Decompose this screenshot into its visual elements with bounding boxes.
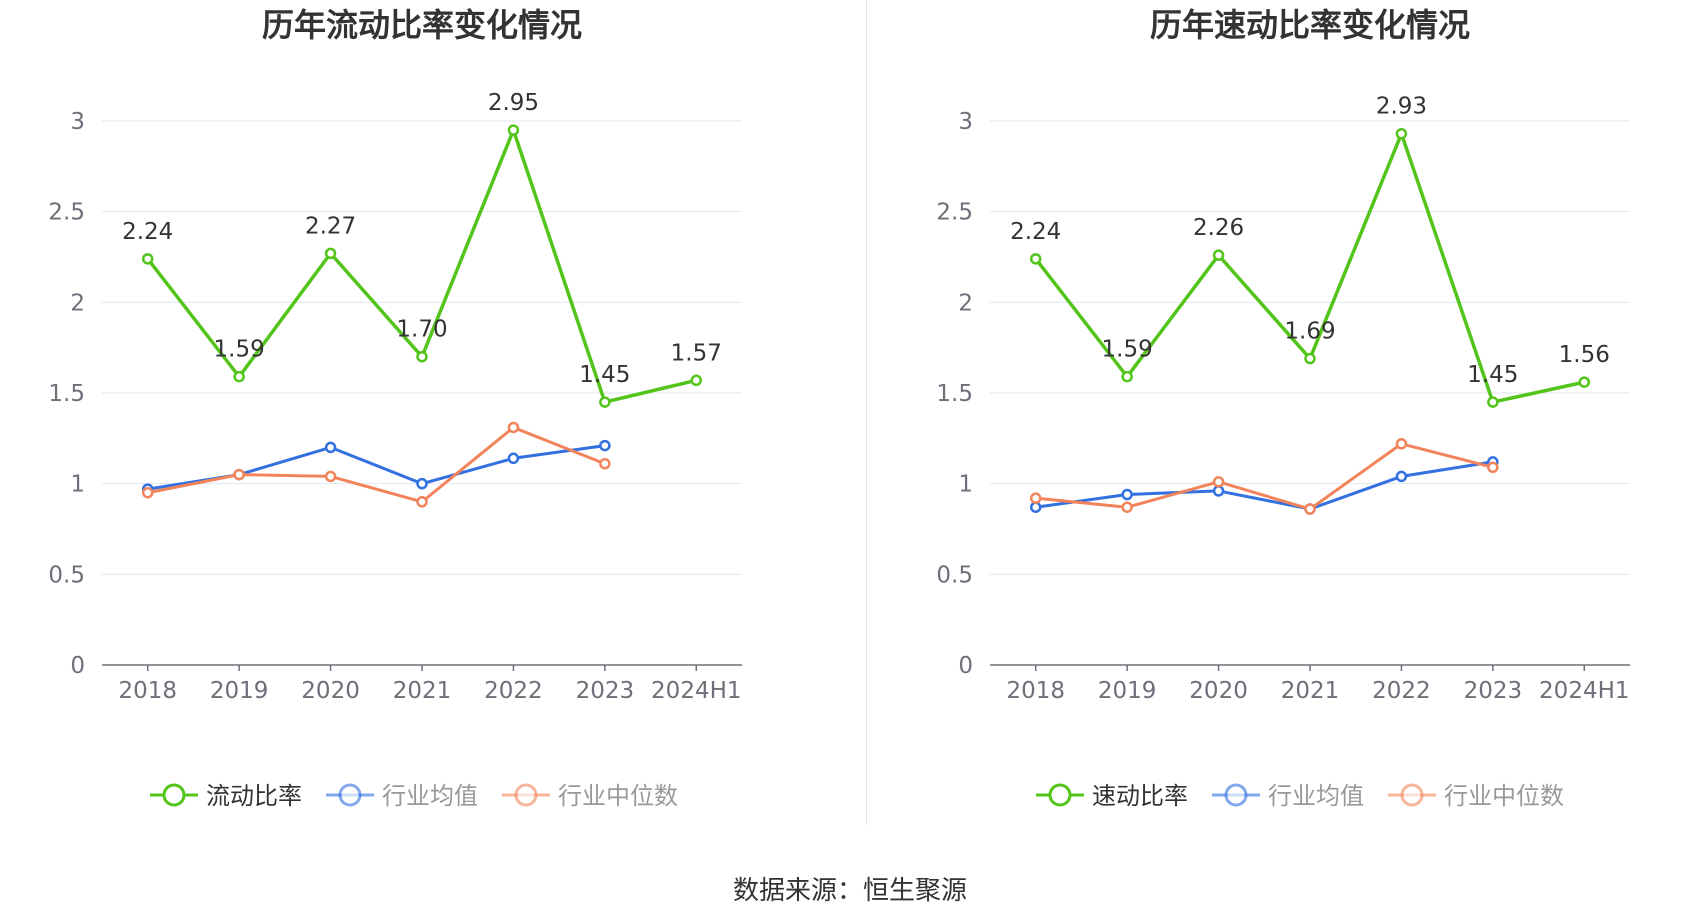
- data-point: [599, 396, 611, 408]
- data-point: [1029, 492, 1042, 504]
- x-tick-label: 2023: [576, 678, 635, 704]
- data-point: [1029, 501, 1042, 513]
- data-point: [1395, 470, 1408, 483]
- y-tick-label: 2.5: [936, 200, 973, 226]
- data-point: [324, 247, 337, 260]
- y-tick-label: 0.5: [48, 562, 85, 588]
- data-point: [1121, 370, 1133, 383]
- data-label: 1.57: [671, 340, 722, 366]
- y-tick-label: 2.5: [48, 200, 85, 226]
- data-point: [599, 439, 611, 452]
- x-tick-label: 2018: [1006, 678, 1065, 704]
- x-tick-label: 2020: [301, 678, 360, 704]
- data-label: 2.95: [488, 90, 539, 116]
- data-label: 1.59: [214, 337, 265, 363]
- data-label: 1.69: [1284, 319, 1335, 345]
- x-tick-label: 2024H1: [651, 678, 741, 704]
- y-tick-label: 3: [70, 109, 85, 135]
- data-label: 2.93: [1376, 94, 1427, 120]
- x-tick-label: 2023: [1464, 678, 1523, 704]
- data-point: [507, 421, 520, 434]
- data-point: [1029, 253, 1042, 265]
- data-point: [416, 350, 428, 363]
- legend-label: 行业均值: [1268, 782, 1364, 810]
- data-label: 1.59: [1102, 337, 1153, 363]
- legend-marker: [514, 783, 538, 807]
- data-point: [324, 470, 337, 483]
- legend-marker: [1048, 783, 1072, 807]
- data-point: [1304, 352, 1316, 365]
- data-point: [1121, 501, 1133, 513]
- x-tick-label: 2019: [210, 678, 269, 704]
- legend-label: 行业均值: [382, 782, 478, 810]
- legend-label: 流动比率: [206, 782, 302, 810]
- current-ratio-chart: 历年流动比率变化情况 0 0.5 1 1.5 2 2.5 3 2018 2019 2020 2021 2…: [48, 6, 742, 810]
- data-label: 2.24: [122, 219, 173, 245]
- data-label: 2.27: [305, 213, 356, 239]
- series-line-1: [147, 444, 606, 491]
- x-tick-label: 2021: [1281, 678, 1340, 704]
- x-tick-label: 2021: [393, 678, 452, 704]
- data-point: [507, 452, 520, 465]
- legend-marker: [1400, 783, 1424, 807]
- data-point: [141, 253, 154, 265]
- data-point: [1578, 376, 1591, 388]
- chart-title: 历年速动比率变化情况: [1150, 6, 1470, 44]
- data-point: [1487, 461, 1499, 474]
- data-point: [416, 496, 428, 508]
- y-tick-label: 3: [958, 109, 973, 135]
- data-point: [690, 374, 703, 387]
- y-tick-label: 1: [958, 472, 973, 498]
- data-label: 2.24: [1010, 219, 1061, 245]
- data-point: [1212, 485, 1225, 497]
- data-label: 1.70: [396, 317, 447, 343]
- data-point: [233, 370, 245, 383]
- x-tick-label: 2024H1: [1539, 678, 1629, 704]
- legend-label: 速动比率: [1092, 782, 1188, 810]
- data-point: [1212, 476, 1225, 488]
- legend-marker: [338, 783, 362, 807]
- y-tick-label: 0: [70, 653, 85, 679]
- data-point: [1395, 127, 1408, 140]
- y-tick-label: 1.5: [936, 381, 973, 407]
- chart-title: 历年流动比率变化情况: [262, 6, 582, 44]
- x-tick-label: 2022: [1372, 678, 1431, 704]
- data-point: [1304, 503, 1316, 515]
- legend-label: 行业中位数: [1444, 782, 1564, 810]
- data-point: [141, 486, 154, 499]
- legend-label: 行业中位数: [558, 782, 678, 810]
- x-tick-label: 2019: [1098, 678, 1157, 704]
- data-source-label: 数据来源：恒生聚源: [732, 876, 967, 906]
- legend-marker: [1224, 783, 1248, 807]
- data-point: [233, 468, 245, 481]
- y-tick-label: 1.5: [48, 381, 85, 407]
- x-tick-label: 2020: [1189, 678, 1248, 704]
- series-line-2: [1035, 442, 1494, 511]
- data-label: 1.45: [579, 362, 630, 388]
- y-tick-label: 0: [958, 653, 973, 679]
- y-tick-label: 2: [958, 290, 973, 316]
- y-tick-label: 0.5: [936, 562, 973, 588]
- x-tick-label: 2018: [118, 678, 177, 704]
- series-line-2: [147, 425, 606, 504]
- quick-ratio-chart: 历年速动比率变化情况 0 0.5 1 1.5 2 2.5 3 2018 2019 2020 2021 2…: [936, 6, 1630, 810]
- data-point: [507, 124, 520, 136]
- data-point: [1121, 488, 1133, 501]
- data-label: 2.26: [1193, 215, 1244, 241]
- y-tick-label: 1: [70, 472, 85, 498]
- data-label: 1.56: [1559, 342, 1610, 368]
- data-point: [1487, 396, 1499, 408]
- chart-divider: [866, 0, 867, 825]
- x-tick-label: 2022: [484, 678, 543, 704]
- data-point: [1212, 249, 1225, 261]
- data-label: 1.45: [1467, 362, 1518, 388]
- y-tick-label: 2: [70, 290, 85, 316]
- data-point: [416, 477, 428, 490]
- data-point: [324, 441, 337, 454]
- data-point: [599, 457, 611, 470]
- series-line-1: [1035, 460, 1494, 511]
- legend-marker: [162, 783, 186, 807]
- data-point: [1395, 438, 1408, 450]
